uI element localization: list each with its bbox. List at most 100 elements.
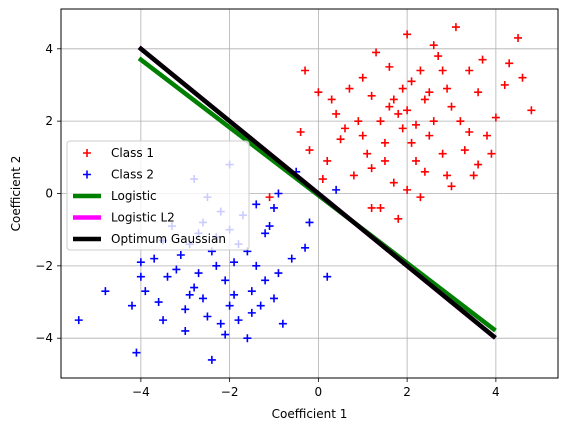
- class-2-point: [207, 355, 216, 364]
- class-1-point: [460, 146, 469, 155]
- class-1-point: [407, 138, 416, 147]
- class-1-point: [349, 171, 358, 180]
- class-1-point: [420, 95, 429, 104]
- legend-label-class-1: Class 1: [111, 146, 154, 160]
- class-1-point: [389, 178, 398, 187]
- x-tick-label: 2: [403, 385, 411, 399]
- class-1-point: [443, 171, 452, 180]
- class-1-point: [412, 120, 420, 129]
- class-2-point: [256, 301, 265, 310]
- class-2-point: [243, 334, 252, 343]
- class-1-point: [474, 88, 483, 97]
- class-1-point: [403, 106, 412, 115]
- class-2-point: [101, 287, 110, 296]
- class-1-point: [380, 156, 389, 165]
- class-2-point: [247, 308, 256, 317]
- class-1-point: [327, 95, 336, 104]
- y-tick-label: 0: [45, 187, 53, 201]
- class-2-point: [221, 276, 230, 285]
- class-1-point: [296, 128, 305, 136]
- class-2-point: [274, 189, 283, 198]
- class-2-point: [301, 243, 310, 252]
- class-1-point: [358, 131, 367, 140]
- class-2-point: [261, 229, 270, 238]
- class-1-point: [487, 149, 496, 158]
- class-2-point: [194, 269, 203, 278]
- class-1-point: [323, 156, 332, 165]
- class-2-point: [176, 251, 185, 259]
- class-2-point: [132, 348, 141, 357]
- class-1-point: [447, 102, 456, 111]
- x-tick-label: −4: [132, 385, 150, 399]
- class-1-point: [363, 149, 372, 158]
- class-1-point: [416, 193, 425, 202]
- x-tick-label: −2: [221, 385, 239, 399]
- class-2-point: [203, 312, 212, 321]
- class-1-point: [394, 214, 403, 223]
- x-tick-label: 0: [315, 385, 323, 399]
- class-2-point: [216, 319, 225, 328]
- class-1-point: [412, 156, 420, 165]
- class-2-point: [154, 298, 163, 307]
- class-2-point: [150, 254, 159, 263]
- class-1-point: [398, 124, 407, 133]
- class-1-point: [469, 171, 478, 180]
- class-2-point: [136, 258, 145, 267]
- class-1-point: [336, 135, 345, 144]
- class-1-point: [265, 193, 274, 202]
- legend-box: [66, 140, 250, 251]
- legend-label-logistic: Logistic: [111, 189, 157, 203]
- class-2-point: [163, 272, 172, 281]
- y-axis-label: Coefficient 2: [9, 156, 23, 232]
- class-1-point: [434, 52, 443, 61]
- class-1-point: [398, 84, 407, 93]
- legend-label-class-2: Class 2: [111, 168, 154, 182]
- class-1-point: [429, 41, 438, 50]
- class-1-point: [443, 84, 452, 93]
- class-1-point: [403, 30, 412, 39]
- class-2-point: [230, 290, 239, 299]
- class-2-point: [265, 222, 274, 231]
- class-1-point: [318, 175, 327, 184]
- class-1-point: [367, 164, 376, 173]
- class-1-point: [301, 66, 310, 75]
- y-tick-label: 4: [45, 42, 53, 56]
- class-1-point: [332, 109, 341, 118]
- class-2-point: [141, 287, 150, 296]
- class-2-point: [261, 276, 270, 285]
- class-2-point: [181, 305, 190, 314]
- class-2-point: [252, 261, 261, 270]
- class-1-point: [451, 23, 460, 32]
- class-1-point: [465, 128, 474, 136]
- x-axis-label: Coefficient 1: [272, 407, 348, 421]
- class-1-point: [491, 113, 500, 122]
- class-2-point: [247, 287, 256, 296]
- class-2-point: [270, 203, 278, 212]
- class-1-point: [518, 73, 527, 82]
- class-1-point: [385, 62, 394, 71]
- class-2-point: [305, 218, 314, 227]
- class-2-point: [212, 261, 221, 270]
- class-2-point: [274, 269, 283, 278]
- class-2-point: [221, 330, 230, 339]
- class-2-point: [159, 316, 168, 325]
- class-2-point: [185, 290, 194, 299]
- legend-marker-class-2: [83, 170, 91, 179]
- class-1-point: [500, 80, 509, 89]
- class-2-point: [225, 301, 234, 310]
- legend: Class 1 Class 2 Logistic Logistic L2 Optimum…: [66, 140, 250, 251]
- class-1-point: [407, 77, 416, 86]
- x-tick-label: 4: [492, 385, 500, 399]
- class-1-point: [438, 66, 447, 75]
- class-1-point: [403, 185, 412, 194]
- scatter-points: [74, 23, 536, 364]
- class-1-point: [478, 55, 487, 64]
- decision-lines: [137, 45, 497, 340]
- legend-marker-class-1: [83, 149, 91, 157]
- class-1-point: [505, 59, 514, 68]
- class-1-point: [367, 91, 376, 100]
- class-2-point: [287, 254, 296, 263]
- class-1-point: [425, 131, 434, 140]
- class-1-point: [394, 109, 403, 118]
